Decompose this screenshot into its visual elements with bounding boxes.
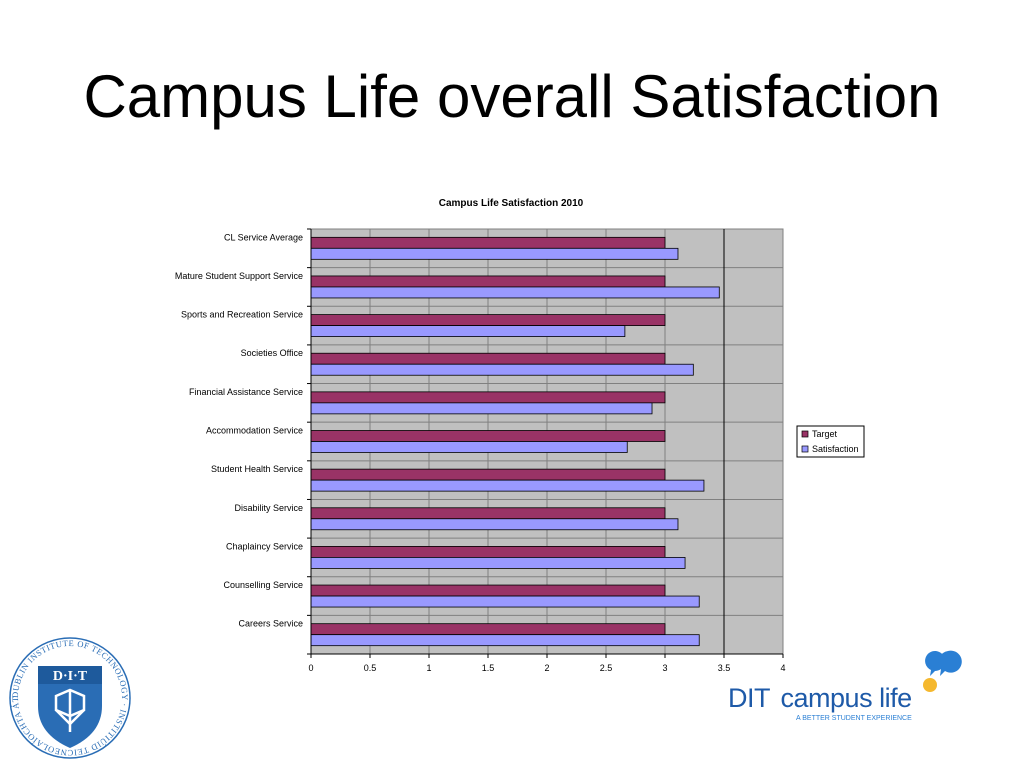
bar-satisfaction <box>310 247 679 260</box>
x-tick-label: 0 <box>308 663 313 673</box>
category-labels: CL Service Average Mature Student Support… <box>175 232 303 628</box>
chart-title: Campus Life Satisfaction 2010 <box>439 198 584 209</box>
legend-label-satisfaction: Satisfaction <box>812 444 859 454</box>
category-label: Counselling Service <box>223 580 303 590</box>
category-label: Financial Assistance Service <box>189 387 303 397</box>
bar-target <box>310 314 666 326</box>
legend-swatch-satisfaction <box>801 445 809 453</box>
bar-satisfaction <box>310 441 628 453</box>
category-label: Sports and Recreation Service <box>181 310 303 320</box>
bar-satisfaction <box>310 325 626 337</box>
bar-satisfaction <box>310 634 700 647</box>
category-label: CL Service Average <box>224 232 303 242</box>
bar-satisfaction <box>310 557 686 569</box>
bar-target <box>310 430 666 442</box>
bar-target <box>310 507 666 520</box>
bar-target <box>310 391 666 404</box>
bar-target <box>310 584 666 597</box>
speech-bubble-icon <box>938 650 962 676</box>
campus-logo-dit: DIT <box>728 683 770 713</box>
x-tick-label: 1.5 <box>482 663 495 673</box>
campus-logo-tagline: A BETTER STUDENT EXPERIENCE <box>796 715 912 722</box>
slide-title: Campus Life overall Satisfaction <box>83 63 941 130</box>
x-tick-label: 0.5 <box>364 663 377 673</box>
dit-campus-life-logo: DIT campus life A BETTER STUDENT EXPERIE… <box>728 650 962 722</box>
category-label: Disability Service <box>234 503 303 513</box>
campus-logo-campus-life: campus life <box>781 683 912 713</box>
x-tick-label: 2 <box>544 663 549 673</box>
bar-satisfaction <box>310 479 705 492</box>
bars <box>310 236 720 647</box>
bar-target <box>310 623 666 636</box>
bar-satisfaction <box>310 286 720 299</box>
bar-satisfaction <box>310 595 700 608</box>
bar-target <box>310 468 666 481</box>
x-tick-label: 3.5 <box>718 663 731 673</box>
x-tick-label: 3 <box>662 663 667 673</box>
bar-target <box>310 546 666 558</box>
category-label: Chaplaincy Service <box>226 541 303 551</box>
dit-crest-logo: DUBLIN INSTITUTE OF TECHNOLOGY · INSTITI… <box>8 636 131 759</box>
x-axis-ticks: 0 0.5 1 1.5 2 2.5 3 3.5 4 <box>308 654 786 673</box>
category-label: Societies Office <box>241 348 303 358</box>
x-tick-label: 1 <box>426 663 431 673</box>
bar-target <box>310 352 666 365</box>
category-label: Accommodation Service <box>206 426 303 436</box>
dit-mark: D·I·T <box>53 669 88 684</box>
bar-satisfaction <box>310 402 653 415</box>
legend-label-target: Target <box>812 429 838 439</box>
legend-swatch-target <box>801 430 809 438</box>
bar-satisfaction <box>310 518 679 531</box>
bar-satisfaction <box>310 363 694 376</box>
legend: Target Satisfaction <box>796 425 865 458</box>
category-label: Careers Service <box>238 619 303 629</box>
category-label: Mature Student Support Service <box>175 271 303 281</box>
bar-target <box>310 236 666 249</box>
bar-target <box>310 275 666 288</box>
x-tick-label: 4 <box>780 663 785 673</box>
category-label: Student Health Service <box>211 464 303 474</box>
x-tick-label: 2.5 <box>600 663 613 673</box>
speech-bubble-icon <box>923 678 937 692</box>
svg-text:DIT campus life: DIT campus life <box>728 683 912 713</box>
